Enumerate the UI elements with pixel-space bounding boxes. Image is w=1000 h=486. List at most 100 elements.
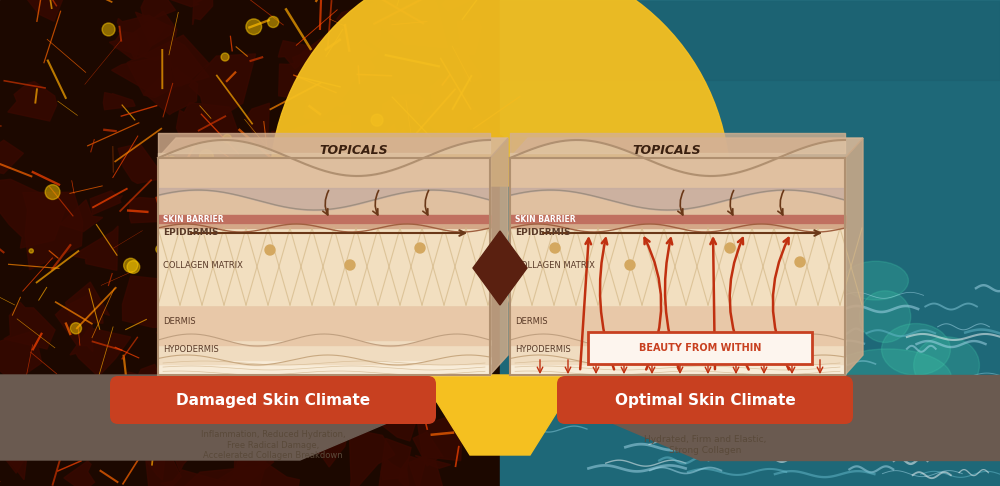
Polygon shape <box>331 39 378 82</box>
Polygon shape <box>279 48 345 107</box>
Polygon shape <box>189 54 256 125</box>
Polygon shape <box>310 199 344 234</box>
Text: BEAUTY FROM WITHIN: BEAUTY FROM WITHIN <box>639 343 761 353</box>
Polygon shape <box>375 124 407 174</box>
Text: Hydrated, Firm and Elastic,
Strong Collagen: Hydrated, Firm and Elastic, Strong Colla… <box>644 435 766 455</box>
Ellipse shape <box>771 359 838 398</box>
Text: Damaged Skin Climate: Damaged Skin Climate <box>176 393 370 407</box>
Polygon shape <box>234 435 274 484</box>
Polygon shape <box>115 398 156 425</box>
Polygon shape <box>158 215 490 228</box>
Polygon shape <box>421 98 476 148</box>
Polygon shape <box>415 455 451 469</box>
Polygon shape <box>290 122 343 182</box>
Text: Optimal Skin Climate: Optimal Skin Climate <box>615 393 795 407</box>
Polygon shape <box>272 131 317 158</box>
Polygon shape <box>4 378 56 432</box>
FancyBboxPatch shape <box>557 376 853 424</box>
Polygon shape <box>510 340 845 360</box>
Polygon shape <box>378 438 411 486</box>
Polygon shape <box>420 375 580 455</box>
Circle shape <box>156 245 164 253</box>
Polygon shape <box>252 280 271 297</box>
Polygon shape <box>138 364 173 417</box>
Polygon shape <box>468 103 505 155</box>
Polygon shape <box>510 305 845 340</box>
Ellipse shape <box>914 337 979 394</box>
Polygon shape <box>165 144 217 189</box>
Polygon shape <box>193 0 213 25</box>
Polygon shape <box>264 320 324 383</box>
Polygon shape <box>176 103 244 179</box>
Polygon shape <box>382 129 428 178</box>
Polygon shape <box>221 181 264 223</box>
Polygon shape <box>218 462 247 482</box>
Polygon shape <box>304 91 343 123</box>
Polygon shape <box>319 32 344 76</box>
Polygon shape <box>367 269 393 302</box>
Circle shape <box>199 150 213 164</box>
Circle shape <box>124 258 138 273</box>
Polygon shape <box>158 228 490 305</box>
Polygon shape <box>379 409 419 441</box>
Polygon shape <box>223 447 299 486</box>
Polygon shape <box>4 302 55 349</box>
Text: COLLAGEN MATRIX: COLLAGEN MATRIX <box>163 261 243 271</box>
Polygon shape <box>157 381 228 444</box>
Polygon shape <box>93 372 156 418</box>
Polygon shape <box>141 0 175 21</box>
Polygon shape <box>510 158 845 223</box>
Polygon shape <box>324 122 347 165</box>
Polygon shape <box>114 11 177 60</box>
Circle shape <box>102 23 115 36</box>
Circle shape <box>345 260 355 270</box>
Polygon shape <box>161 470 234 486</box>
Polygon shape <box>64 461 95 486</box>
Text: TOPICALS: TOPICALS <box>320 143 388 156</box>
Ellipse shape <box>560 329 643 385</box>
Circle shape <box>329 330 342 343</box>
Polygon shape <box>22 0 69 21</box>
Text: SKIN BARRIER: SKIN BARRIER <box>515 214 576 224</box>
Ellipse shape <box>672 321 716 357</box>
Polygon shape <box>404 150 445 190</box>
Text: DERMIS: DERMIS <box>515 317 548 327</box>
Polygon shape <box>339 130 420 194</box>
Circle shape <box>417 248 428 259</box>
Ellipse shape <box>616 335 743 384</box>
Polygon shape <box>157 318 228 364</box>
Polygon shape <box>303 427 349 467</box>
Polygon shape <box>352 366 375 396</box>
Polygon shape <box>237 431 299 465</box>
Polygon shape <box>146 347 206 412</box>
Polygon shape <box>510 360 845 375</box>
Circle shape <box>268 17 279 28</box>
Circle shape <box>336 236 341 241</box>
Polygon shape <box>409 307 457 367</box>
Polygon shape <box>382 94 425 120</box>
Text: HYPODERMIS: HYPODERMIS <box>163 346 219 354</box>
FancyBboxPatch shape <box>588 332 812 364</box>
Circle shape <box>371 114 383 126</box>
Circle shape <box>368 349 383 364</box>
Text: EPIDERMIS: EPIDERMIS <box>515 228 570 238</box>
Polygon shape <box>510 228 845 305</box>
Circle shape <box>265 245 275 255</box>
Polygon shape <box>369 0 415 45</box>
Polygon shape <box>455 48 482 82</box>
Polygon shape <box>117 15 166 59</box>
Wedge shape <box>270 0 730 186</box>
Text: SKIN BARRIER: SKIN BARRIER <box>163 214 224 224</box>
Polygon shape <box>90 191 123 215</box>
Circle shape <box>795 257 805 267</box>
Polygon shape <box>381 458 407 480</box>
Polygon shape <box>158 360 490 375</box>
Polygon shape <box>413 432 443 466</box>
Polygon shape <box>500 0 1000 486</box>
Circle shape <box>297 171 308 183</box>
Polygon shape <box>158 340 490 360</box>
Polygon shape <box>158 158 490 223</box>
Polygon shape <box>160 424 196 471</box>
Text: EPIDERMIS: EPIDERMIS <box>163 228 218 238</box>
Polygon shape <box>510 215 845 228</box>
